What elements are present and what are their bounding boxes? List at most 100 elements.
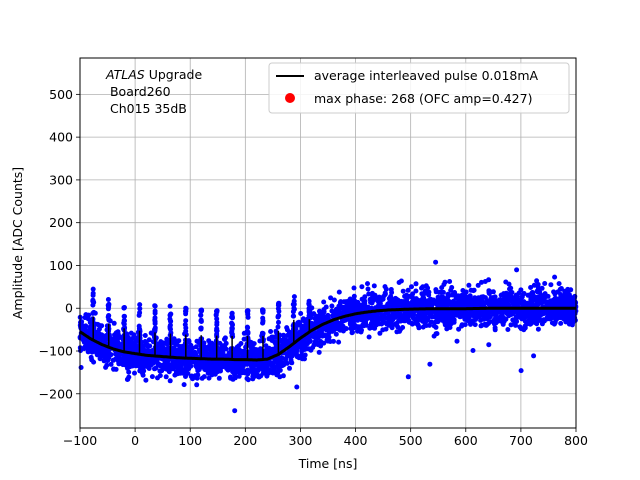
scatter-point xyxy=(165,351,171,357)
scatter-point xyxy=(125,365,130,371)
scatter-point xyxy=(324,337,330,343)
scatter-point xyxy=(269,360,275,366)
scatter-point xyxy=(478,323,484,329)
scatter-point xyxy=(208,347,214,353)
scatter-point xyxy=(368,321,374,327)
average-pulse-layer xyxy=(79,306,576,362)
scatter-point xyxy=(251,346,257,352)
scatter-point xyxy=(441,316,447,322)
scatter-point xyxy=(183,305,189,311)
scatter-point xyxy=(147,343,153,349)
scatter-point xyxy=(425,309,431,315)
scatter-point xyxy=(190,350,196,356)
scatter-point xyxy=(257,346,263,352)
scatter-point xyxy=(216,375,222,381)
scatter-point xyxy=(156,346,162,352)
scatter-point xyxy=(136,312,142,318)
scatter-point xyxy=(183,318,189,324)
scatter-point xyxy=(214,319,220,325)
scatter-point xyxy=(348,322,353,328)
scatter-point xyxy=(259,361,265,367)
scatter-point xyxy=(343,299,349,305)
scatter-point xyxy=(136,323,142,329)
scatter-point xyxy=(323,304,329,310)
scatter-point xyxy=(168,318,174,324)
scatter-point xyxy=(486,277,492,283)
scatter-point xyxy=(245,329,251,335)
scatter-point xyxy=(159,341,165,347)
scatter-point xyxy=(173,358,178,364)
scatter-point xyxy=(569,319,575,325)
scatter-point xyxy=(396,280,402,285)
scatter-point xyxy=(125,376,131,382)
scatter-point xyxy=(167,303,173,309)
scatter-point xyxy=(402,293,408,299)
scatter-point xyxy=(260,318,266,324)
scatter-point xyxy=(86,312,92,318)
scatter-point xyxy=(270,370,276,376)
scatter-point xyxy=(131,332,137,338)
scatter-point xyxy=(465,318,471,323)
scatter-point xyxy=(312,334,317,340)
scatter-point xyxy=(387,302,393,308)
scatter-point xyxy=(244,308,250,314)
scatter-point xyxy=(365,316,370,321)
scatter-point xyxy=(213,312,219,318)
scatter-point xyxy=(267,367,272,373)
scatter-point xyxy=(365,281,370,287)
scatter-point xyxy=(233,347,239,352)
scatter-point xyxy=(108,340,114,346)
scatter-point xyxy=(276,300,282,306)
scatter-point xyxy=(527,321,533,327)
scatter-point xyxy=(507,286,512,292)
scatter-point xyxy=(195,372,201,378)
scatter-point xyxy=(400,288,406,294)
y-tick-label: 400 xyxy=(49,130,73,145)
scatter-point xyxy=(421,295,427,301)
scatter-point xyxy=(179,347,185,353)
scatter-point xyxy=(98,323,103,329)
scatter-point xyxy=(369,290,375,296)
scatter-point xyxy=(183,328,189,334)
scatter-point xyxy=(552,291,558,297)
scatter-point xyxy=(568,295,574,301)
scatter-point xyxy=(548,282,554,288)
scatter-point xyxy=(558,320,564,326)
scatter-point xyxy=(194,382,200,388)
scatter-point xyxy=(214,308,220,314)
scatter-point xyxy=(281,360,287,366)
scatter-point xyxy=(420,302,426,308)
scatter-point xyxy=(514,267,520,273)
scatter-point xyxy=(104,362,110,368)
scatter-point xyxy=(82,345,88,351)
scatter-point xyxy=(287,365,292,371)
scatter-point xyxy=(152,319,158,325)
scatter-point xyxy=(502,302,508,308)
scatter-point xyxy=(113,351,119,357)
scatter-point xyxy=(129,358,134,364)
scatter-point xyxy=(556,296,562,302)
scatter-point xyxy=(501,318,507,324)
y-tick-label: 0 xyxy=(65,301,73,316)
scatter-point xyxy=(90,298,96,304)
scatter-point xyxy=(106,313,112,319)
scatter-point xyxy=(112,343,118,348)
scatter-point xyxy=(355,315,361,321)
scatter-point xyxy=(198,307,204,313)
scatter-point xyxy=(324,326,330,332)
scatter-point xyxy=(428,319,434,325)
scatter-point xyxy=(507,296,513,302)
scatter-point xyxy=(369,295,375,301)
scatter-point xyxy=(538,300,544,305)
scatter-point xyxy=(216,361,222,367)
scatter-point xyxy=(488,295,494,301)
scatter-point xyxy=(393,296,399,302)
scatter-point xyxy=(149,374,155,380)
scatter-point xyxy=(385,321,391,327)
annotation-line1: ATLAS Upgrade xyxy=(105,67,202,82)
scatter-point xyxy=(82,315,88,321)
scatter-point xyxy=(167,324,173,330)
scatter-point xyxy=(218,351,223,357)
scatter-point xyxy=(470,348,476,353)
